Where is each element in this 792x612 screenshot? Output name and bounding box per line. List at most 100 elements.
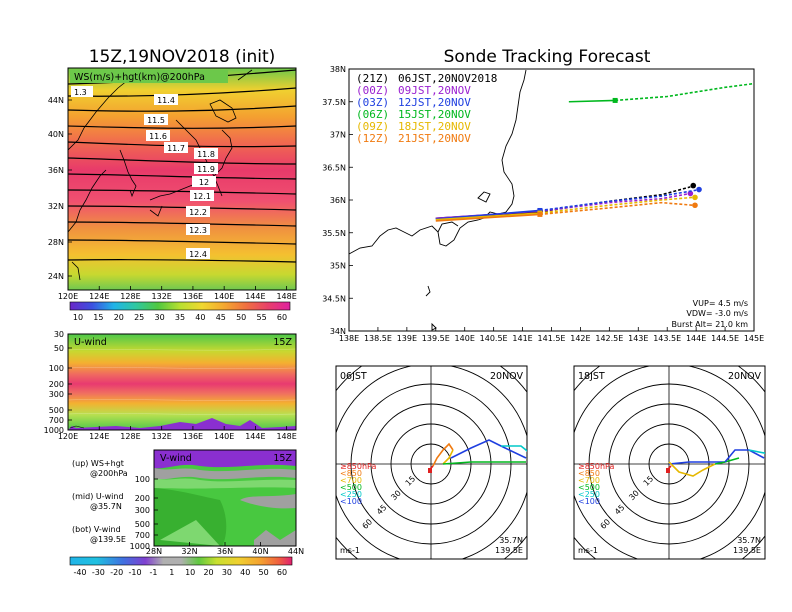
- hodo-time: 06JST: [340, 371, 367, 382]
- map-lon-tick: 143E: [628, 334, 648, 343]
- v-wind-colorbar: -40 -30 -20 -10 -1 1 10 20 30 40 50 60: [69, 556, 293, 577]
- track-legend-time: (03Z): [356, 96, 389, 109]
- track-burst-marker: [537, 207, 543, 213]
- mid-pressure-tick: 300: [49, 390, 64, 399]
- map-lon-tick: 139E: [397, 334, 417, 343]
- colorbar-bot-tick: 40: [240, 568, 250, 577]
- top-lat-axis: 44N 40N 36N 32N 28N 24N: [48, 96, 72, 281]
- map-lon-tick: 141E: [512, 334, 532, 343]
- track-legend-time: (06Z): [356, 108, 389, 121]
- mid-lon-tick: 140E: [214, 432, 234, 441]
- map-lat-tick: 35N: [330, 262, 346, 271]
- bot-pressure-axis: 100 200 300 500 700 1000: [130, 475, 158, 551]
- top-lon-tick: 124E: [89, 292, 109, 301]
- mid-lon-tick: 144E: [245, 432, 265, 441]
- hodo-wind-trace: [724, 449, 765, 463]
- top-panel-label: WS(m/s)+hgt(km)@200hPa: [74, 72, 205, 83]
- map-lon-tick: 145E: [744, 334, 764, 343]
- colorbar-bot-tick: 20: [203, 568, 213, 577]
- top-lat-tick: 32N: [48, 202, 64, 211]
- hodo-wind-trace: [748, 449, 765, 455]
- mid-lon-tick: 128E: [120, 432, 140, 441]
- colorbar-bot-tick: 60: [277, 568, 287, 577]
- track-dashed-segment: [539, 201, 694, 216]
- left-figure-title: 15Z,19NOV2018 (init): [89, 47, 276, 67]
- track-landing-marker: [692, 202, 698, 209]
- top-lat-tick: 44N: [48, 96, 64, 105]
- map-lon-tick: 139.5E: [422, 334, 450, 343]
- track-legend-time: (12Z): [356, 132, 389, 145]
- mid-pressure-tick: 30: [54, 330, 64, 339]
- map-lat-tick: 35.5N: [322, 229, 346, 238]
- bot-lat-tick: 44N: [288, 547, 304, 556]
- hodo-wind-trace: [668, 461, 716, 477]
- hodo-level-legend: <850: [578, 469, 600, 478]
- colorbar-bot-tick: 30: [222, 568, 232, 577]
- track-solid-segment: [435, 209, 540, 220]
- hodo-wind-trace: [501, 445, 527, 452]
- height-contour-label: 12: [199, 178, 209, 187]
- hodo-date: 20NOV: [728, 371, 762, 382]
- map-lon-tick: 142.5E: [595, 334, 623, 343]
- top-lon-tick: 128E: [120, 292, 140, 301]
- hodo-origin-marker: [666, 468, 670, 473]
- top-lat-tick: 40N: [48, 130, 64, 139]
- colorbar-bot-tick: 50: [259, 568, 269, 577]
- map-lon-tick: 142E: [570, 334, 590, 343]
- track-legend-time: (00Z): [356, 84, 389, 97]
- param-burst-alt: Burst Alt= 21.0 km: [671, 320, 748, 329]
- colorbar-bot-tick: -10: [129, 568, 142, 577]
- hodo-wind-trace: [442, 461, 526, 465]
- bot-pressure-tick: 700: [135, 531, 150, 540]
- track-solid-segment: [435, 212, 540, 221]
- hodo-unit: ms-1: [578, 546, 598, 555]
- wind-speed-colorbar: 10 15 20 25 30 35 40 45 50 55 60: [69, 301, 291, 322]
- map-lat-tick: 36.5N: [322, 163, 346, 172]
- map-lon-tick: 140E: [455, 334, 475, 343]
- hodo-level-legend: ≥850hPa: [578, 462, 615, 471]
- track-landing-marker: [692, 194, 698, 201]
- map-lon-tick: 144.5E: [711, 334, 739, 343]
- mid-pressure-tick: 50: [54, 344, 64, 353]
- map-lat-tick: 34N: [330, 327, 346, 336]
- track-solid-segment: [568, 99, 616, 103]
- colorbar-bot-tick: 10: [185, 568, 195, 577]
- map-lat-tick: 36N: [330, 196, 346, 205]
- hodo-level-legend: <500: [340, 483, 362, 492]
- mid-lon-tick: 148E: [276, 432, 296, 441]
- height-contour-label: 12.4: [189, 250, 207, 259]
- hodo-level-legend: <700: [578, 476, 600, 485]
- bot-pressure-tick: 100: [135, 475, 150, 484]
- map-lon-tick: 138E: [339, 334, 359, 343]
- top-lon-tick: 136E: [183, 292, 203, 301]
- map-lon-tick: 144E: [686, 334, 706, 343]
- hodo-lat: 35.7N: [499, 536, 523, 545]
- hodo-level-legend: <100: [340, 497, 362, 506]
- mid-panel-label: U-wind: [74, 337, 107, 348]
- track-legend-time: (21Z): [356, 72, 389, 85]
- colorbar-top-tick: 30: [155, 313, 165, 322]
- bot-lat-tick: 32N: [181, 547, 197, 556]
- mid-pressure-tick: 1000: [44, 426, 64, 435]
- track-burst-marker: [537, 211, 543, 217]
- mid-pressure-tick: 700: [49, 416, 64, 425]
- track-legend-time: (09Z): [356, 120, 389, 133]
- note-bot-a: (bot) V-wind: [72, 525, 121, 534]
- map-lat-tick: 38N: [330, 65, 346, 74]
- mid-lon-tick: 132E: [152, 432, 172, 441]
- top-lon-tick: 132E: [152, 292, 172, 301]
- hodo-lon: 139.5E: [495, 546, 523, 555]
- track-legend-label: 12JST,20NOV: [398, 96, 471, 109]
- bot-lat-axis: 28N 32N 36N 40N 44N: [146, 542, 304, 556]
- mid-lon-tick: 136E: [183, 432, 203, 441]
- v-wind-panel: V-wind 15Z 100 200 300 500 700 1000 28N 32N 36N…: [130, 449, 304, 556]
- hodo-level-legend: ≥850hPa: [340, 462, 377, 471]
- track-dashed-segment: [539, 196, 694, 214]
- track-legend-label: 15JST,20NOV: [398, 108, 471, 121]
- coastlines: [68, 69, 253, 281]
- top-lat-tick: 24N: [48, 272, 64, 281]
- map-coastline: [349, 69, 527, 331]
